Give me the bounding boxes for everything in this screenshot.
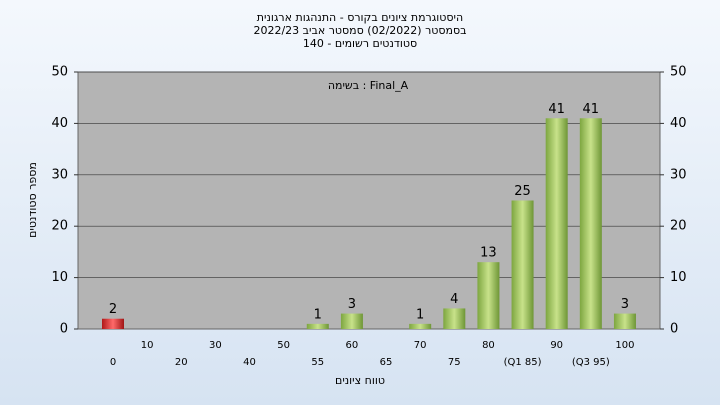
x-tick-label: 75 <box>448 357 461 368</box>
x-tick-label: 90 <box>550 340 563 351</box>
x-tick-label: 0 <box>110 357 116 368</box>
title-line: היסטוגרמת ציונים בקורס - התנהגות ארגונית <box>257 11 463 24</box>
value-label: 13 <box>480 246 497 261</box>
bar <box>613 313 636 329</box>
y2-tick-label: 50 <box>670 65 687 80</box>
x-tick-label: 10 <box>141 340 154 351</box>
value-label: 41 <box>548 102 565 117</box>
bar <box>545 118 568 329</box>
y-tick-label: 30 <box>51 167 68 182</box>
y2-tick-label: 30 <box>670 167 687 182</box>
y-tick-label: 10 <box>51 270 68 285</box>
x-tick-label: 65 <box>380 357 393 368</box>
plot-area <box>77 71 661 330</box>
x-tick-label: 55 <box>311 357 324 368</box>
bar <box>443 308 466 329</box>
x-tick-label: 40 <box>243 357 256 368</box>
x-tick-label: 100 <box>615 340 634 351</box>
title-line: סטודנטים רשומים - 140 <box>303 37 417 50</box>
value-label: 41 <box>583 102 600 117</box>
bar <box>511 200 534 329</box>
value-label: 25 <box>514 184 531 199</box>
bar <box>102 318 124 329</box>
y2-tick-label: 10 <box>670 270 687 285</box>
value-label: 1 <box>314 307 322 322</box>
bar <box>477 262 500 329</box>
value-label: 3 <box>348 297 356 312</box>
y-tick-label: 20 <box>51 219 68 234</box>
value-label: 4 <box>450 292 458 307</box>
x-tick-label: (Q1 85) <box>504 357 542 368</box>
y-tick-label: 0 <box>60 322 68 337</box>
bar <box>306 323 329 329</box>
value-label: 3 <box>621 297 629 312</box>
value-label: 2 <box>109 302 117 317</box>
y2-tick-label: 0 <box>670 322 678 337</box>
x-tick-label: (Q3 95) <box>572 357 610 368</box>
y2-tick-label: 20 <box>670 219 687 234</box>
bar <box>409 323 432 329</box>
x-axis-label: טווח ציונים <box>335 374 385 387</box>
y-tick-label: 40 <box>51 116 68 131</box>
x-tick-label: 50 <box>277 340 290 351</box>
x-tick-label: 70 <box>414 340 427 351</box>
x-tick-label: 30 <box>209 340 222 351</box>
y-axis-label: מספר סטודנטים <box>26 162 39 238</box>
title-line: בסמסטר (02/2022) סמסטר אביב 2022/23 <box>253 24 466 37</box>
x-tick-label: 60 <box>346 340 359 351</box>
y-tick-label: 50 <box>51 65 68 80</box>
x-tick-label: 80 <box>482 340 495 351</box>
value-label: 1 <box>416 307 424 322</box>
annotation: בשימה : Final_A <box>328 79 409 92</box>
bar <box>579 118 602 329</box>
x-tick-label: 20 <box>175 357 188 368</box>
y2-tick-label: 40 <box>670 116 687 131</box>
bar <box>340 313 363 329</box>
